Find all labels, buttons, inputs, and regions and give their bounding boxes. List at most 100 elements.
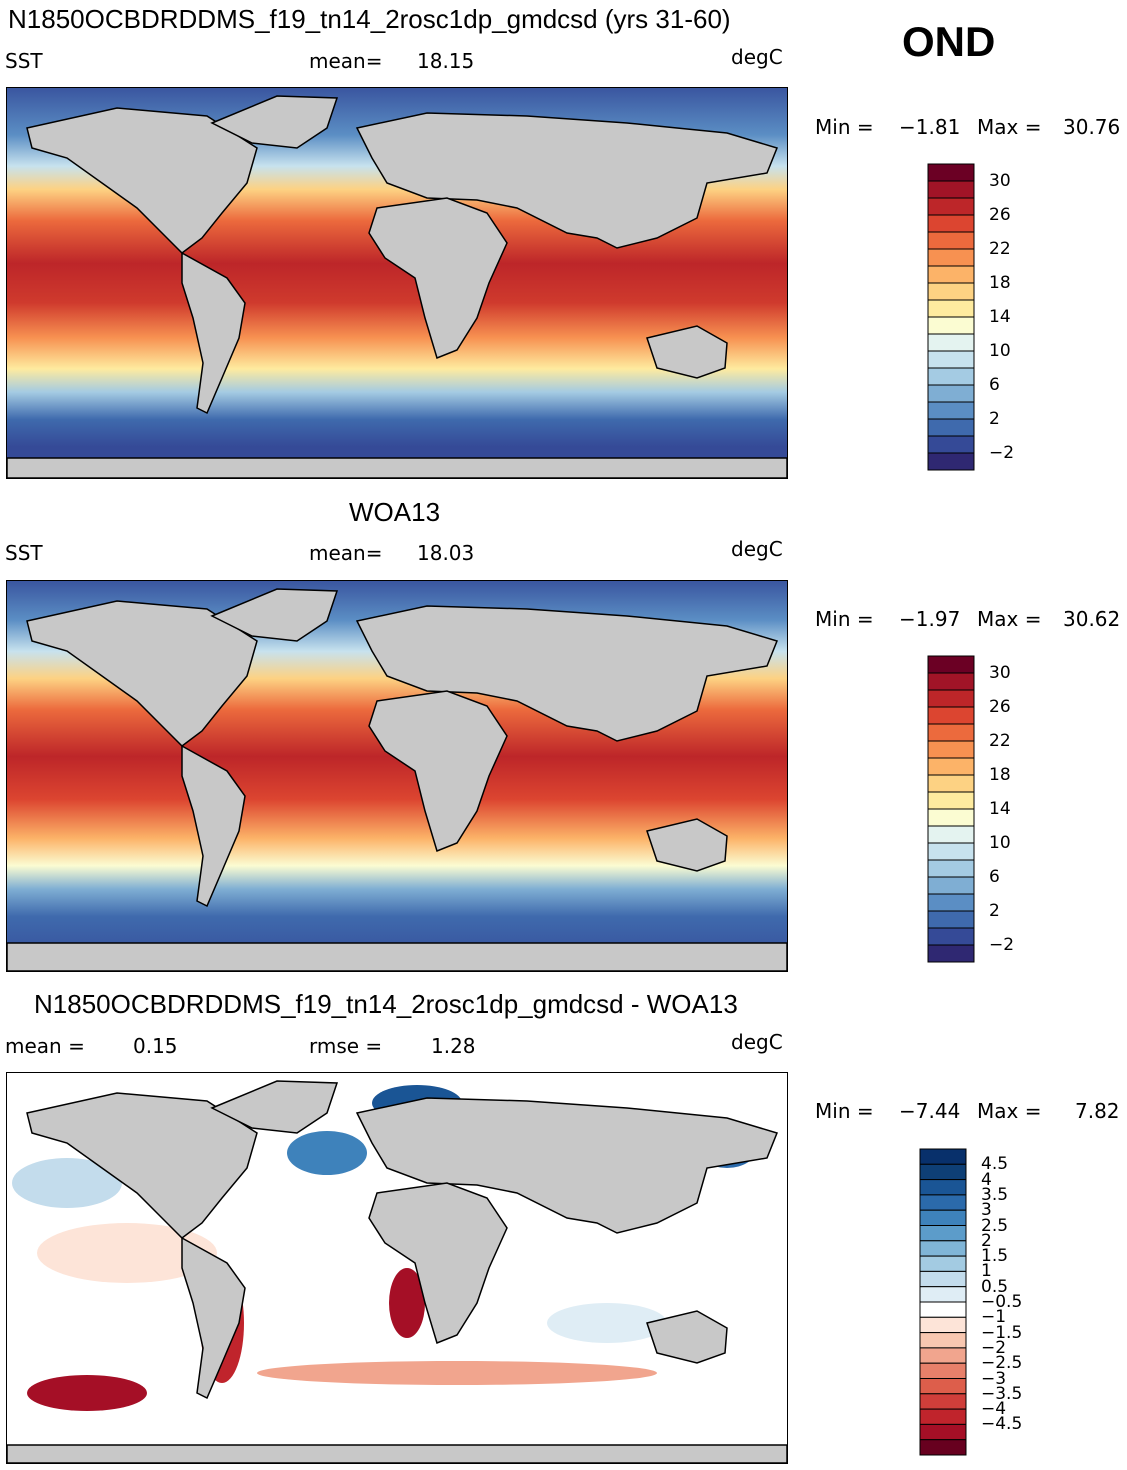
panel3-colorbar-tick-label: 2.5 <box>981 1215 1009 1236</box>
panel2-mean-value: 18.03 <box>417 541 475 565</box>
panel3-max-value: 7.82 <box>1075 1099 1120 1123</box>
panel1-colorbar-swatch <box>927 316 975 335</box>
season-label: OND <box>902 18 996 65</box>
panel3-colorbar-swatches <box>919 1148 967 1456</box>
panel3-title: N1850OCBDRDDMS_f19_tn14_2rosc1dp_gmdcsd … <box>34 989 738 1019</box>
panel3-colorbar-tick-label: −4 <box>981 1399 1007 1420</box>
panel3-colorbar-swatch <box>919 1423 967 1441</box>
panel2-colorbar-swatch <box>927 655 975 674</box>
panel3-colorbar-swatch <box>919 1439 967 1456</box>
panel2-colorbar-swatch <box>927 842 975 861</box>
panel3-colorbar-swatch <box>919 1316 967 1334</box>
panel1-colorbar-tick-label: 18 <box>989 273 1011 293</box>
panel3-colorbar-tick-label: −2 <box>981 1337 1007 1358</box>
panel3-colorbar: 4.5 4 3.5 3 2.5 2 1.5 1 0.5 −0.5 −1 −1.5 −2 −2.5 −3 −3.… <box>919 1148 1022 1456</box>
panel3-colorbar-swatch <box>919 1194 967 1211</box>
panel2-mean-label: mean= <box>309 541 383 565</box>
panel3-colorbar-tick-label: −4.5 <box>981 1414 1023 1435</box>
panel1-colorbar-swatches <box>927 163 975 471</box>
panel1-colorbar: 30 26 22 18 14 10 6 2 −2 <box>927 163 1014 471</box>
panel1-colorbar-swatch <box>927 197 975 216</box>
panel3-colorbar-swatch <box>919 1393 967 1410</box>
panel2-colorbar-swatch <box>927 672 975 691</box>
panel2-max-value: 30.62 <box>1063 607 1121 631</box>
panel2-colorbar-tick-label: 2 <box>989 901 1000 921</box>
panel2-max-label: Max = <box>977 607 1042 631</box>
panel3-colorbar-swatch <box>919 1255 967 1272</box>
panel3-colorbar-tick-label: −3 <box>981 1368 1007 1389</box>
panel3-mean-value: 0.15 <box>133 1034 178 1058</box>
panel2-colorbar-swatch <box>927 910 975 929</box>
panel2-min-value: −1.97 <box>899 607 961 631</box>
panel1-mean-value: 18.15 <box>417 49 475 73</box>
panel3-colorbar-tick-label: −2.5 <box>981 1353 1023 1374</box>
panel2-colorbar-swatch <box>927 723 975 742</box>
panel2-colorbar-swatch <box>927 859 975 878</box>
panel3-colorbar-tick-label: 4.5 <box>981 1154 1009 1175</box>
panel1-colorbar-swatch <box>927 231 975 250</box>
panel2-colorbar-swatch <box>927 927 975 946</box>
panel2-colorbar-tick-label: 22 <box>989 731 1011 751</box>
panel1-max-value: 30.76 <box>1063 115 1121 139</box>
panel2-map <box>6 580 788 972</box>
panel1-colorbar-swatch <box>927 418 975 437</box>
panel2-colorbar-swatches <box>927 655 975 963</box>
panel3-map <box>6 1072 788 1464</box>
panel3-colorbar-swatch <box>919 1225 967 1242</box>
panel2-colorbar-tick-label: −2 <box>989 935 1015 955</box>
panel2-colorbar-tick-label: 6 <box>989 867 1000 887</box>
panel2-title: WOA13 <box>349 497 441 527</box>
panel2-colorbar-swatch <box>927 893 975 912</box>
panel1-colorbar-tick-label: 10 <box>989 341 1011 361</box>
panel2-colorbar-swatch <box>927 825 975 844</box>
panel1-colorbar-tick-label: 30 <box>989 171 1011 191</box>
panel1-min-label: Min = <box>815 115 874 139</box>
panel2-colorbar-swatch <box>927 791 975 810</box>
panel1-colorbar-swatch <box>927 367 975 386</box>
panel1-colorbar-tick-label: 22 <box>989 239 1011 259</box>
panel2-colorbar-swatch <box>927 944 975 963</box>
panel1-colorbar-swatch <box>927 384 975 403</box>
panel2-colorbar-tick-label: 18 <box>989 765 1011 785</box>
panel1-colorbar-tick-label: 26 <box>989 205 1011 225</box>
panel1-colorbar-swatch <box>927 333 975 352</box>
panel3-colorbar-tick-label: 0.5 <box>981 1276 1009 1297</box>
panel3-colorbar-swatch <box>919 1301 967 1318</box>
panel3-colorbar-swatch <box>919 1332 967 1349</box>
panel1-land <box>7 95 787 478</box>
panel3-colorbar-swatch <box>919 1209 967 1227</box>
panel2-colorbar-swatch <box>927 706 975 725</box>
panel1-colorbar-swatch <box>927 452 975 471</box>
panel3-colorbar-swatch <box>919 1148 967 1165</box>
panel3-colorbar-swatch <box>919 1240 967 1257</box>
panel1-colorbar-tick-label: −2 <box>989 443 1015 463</box>
panel3-max-label: Max = <box>977 1099 1042 1123</box>
panel3-colorbar-tick-label: 1.5 <box>981 1246 1009 1267</box>
panel3-colorbar-tick-label: 3 <box>981 1200 992 1221</box>
panel3-colorbar-tick-label: 3.5 <box>981 1184 1009 1205</box>
panel3-colorbar-swatch <box>919 1408 967 1425</box>
panel1-units: degC <box>731 45 783 69</box>
panel2-colorbar-tick-label: 10 <box>989 833 1011 853</box>
panel3-colorbar-tick-label: −1 <box>981 1307 1007 1328</box>
panel3-min-label: Min = <box>815 1099 874 1123</box>
panel2-colorbar-swatch <box>927 757 975 776</box>
panel2-colorbar-tick-label: 14 <box>989 799 1011 819</box>
panel3-colorbar-swatch <box>919 1378 967 1395</box>
panel3-colorbar-tick-label: 2 <box>981 1230 992 1251</box>
panel1-colorbar-swatch <box>927 214 975 233</box>
panel3-colorbar-swatch <box>919 1362 967 1379</box>
panel1-colorbar-swatch <box>927 248 975 267</box>
panel1-colorbar-tick-label: 2 <box>989 409 1000 429</box>
panel1-colorbar-swatch <box>927 350 975 369</box>
panel1-map <box>6 87 788 479</box>
panel2-colorbar-swatch <box>927 740 975 759</box>
panel2-variable: SST <box>5 541 43 565</box>
panel1-colorbar-swatch <box>927 401 975 420</box>
panel2-colorbar-swatch <box>927 808 975 827</box>
panel2-min-label: Min = <box>815 607 874 631</box>
panel1-colorbar-swatch <box>927 299 975 318</box>
panel3-land <box>7 1080 787 1463</box>
panel3-colorbar-swatch <box>919 1163 967 1181</box>
panel3-colorbar-swatch <box>919 1286 967 1303</box>
